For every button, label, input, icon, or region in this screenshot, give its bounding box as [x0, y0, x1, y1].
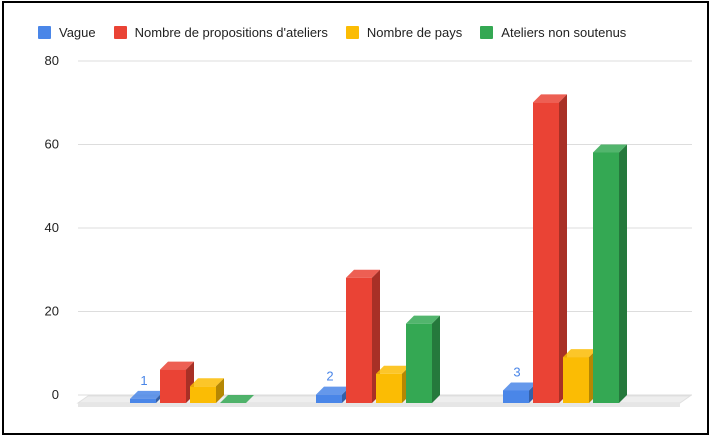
legend-swatch-non-soutenus	[480, 26, 494, 39]
legend: Vague Nombre de propositions d'ateliers …	[38, 25, 626, 40]
bar-top	[190, 378, 224, 387]
bar-front	[533, 102, 559, 404]
bar-0-2	[503, 382, 537, 403]
bar-3-1	[406, 315, 440, 403]
y-tick-label: 0	[52, 387, 59, 402]
bar-top	[346, 269, 380, 278]
bar-3-0	[220, 395, 254, 404]
bar-top	[130, 390, 164, 399]
bar-front	[160, 369, 186, 403]
legend-swatch-vague	[38, 26, 51, 39]
bar-front	[503, 390, 529, 403]
legend-swatch-pays	[345, 26, 359, 39]
legend-label-propositions: Nombre de propositions d'ateliers	[134, 25, 328, 40]
legend-item-vague: Vague	[38, 25, 96, 40]
y-tick-label: 60	[45, 137, 59, 152]
bar-front	[406, 323, 432, 403]
bar-top	[503, 382, 537, 391]
legend-item-propositions: Nombre de propositions d'ateliers	[113, 25, 328, 40]
legend-label-non-soutenus: Ateliers non soutenus	[501, 25, 627, 40]
bar-top	[316, 386, 350, 395]
data-label: 1	[140, 373, 147, 388]
y-tick-label: 80	[45, 53, 59, 68]
bar-2-0	[190, 378, 224, 403]
bar-front	[563, 357, 589, 403]
bar-top	[220, 395, 254, 403]
legend-item-pays: Nombre de pays	[345, 25, 463, 40]
bar-1-0	[160, 361, 194, 403]
bar-front	[593, 152, 619, 403]
bar-top	[563, 349, 597, 358]
bar-side	[619, 144, 627, 403]
bar-top	[160, 361, 194, 370]
y-tick-label: 40	[45, 220, 59, 235]
bar-front	[346, 277, 372, 403]
bar-top	[406, 315, 440, 324]
bar-2-2	[563, 349, 597, 403]
bar-1-2	[533, 94, 567, 404]
bar-side	[216, 378, 224, 403]
bar-front	[130, 398, 156, 403]
legend-label-vague: Vague	[59, 25, 96, 40]
y-tick-label: 20	[45, 304, 59, 319]
bar-front	[190, 386, 216, 403]
legend-item-non-soutenus: Ateliers non soutenus	[480, 25, 626, 40]
data-label: 2	[326, 369, 333, 384]
bar-side	[559, 94, 567, 404]
legend-label-pays: Nombre de pays	[366, 25, 463, 40]
data-label: 3	[513, 364, 520, 379]
bar-2-1	[376, 365, 410, 403]
bar-side	[432, 315, 440, 403]
bar-top	[593, 144, 627, 153]
legend-swatch-propositions	[113, 26, 127, 39]
bar-front	[316, 394, 342, 403]
bar-top	[376, 365, 410, 374]
bar-1-1	[346, 269, 380, 403]
bar-top	[533, 94, 567, 103]
bar-3-2	[593, 144, 627, 403]
chart-floor-edge	[78, 403, 680, 407]
bar-front	[376, 373, 402, 403]
bar-side	[372, 269, 380, 403]
